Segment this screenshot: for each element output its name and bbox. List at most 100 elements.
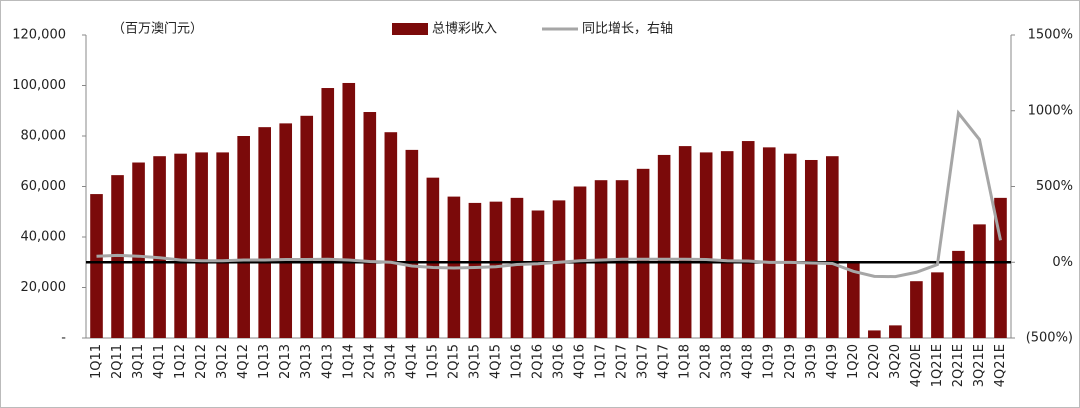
y2-tick-label: (500%) xyxy=(1026,331,1073,346)
bar xyxy=(657,154,671,338)
bar xyxy=(468,202,482,338)
bar xyxy=(90,194,103,338)
x-tick-label: 3Q15 xyxy=(467,344,482,379)
bar xyxy=(489,201,503,338)
bar xyxy=(132,162,145,338)
legend-swatch xyxy=(392,23,428,35)
bar xyxy=(258,127,271,338)
bar xyxy=(531,210,545,338)
y-tick-label: 40,000 xyxy=(21,230,67,245)
x-tick-label: 2Q20 xyxy=(867,344,882,379)
x-tick-label: 3Q18 xyxy=(720,344,735,379)
x-tick-label: 1Q11 xyxy=(89,344,104,379)
line xyxy=(96,109,1002,279)
bar xyxy=(279,123,293,338)
bar xyxy=(889,325,902,338)
y-tick-label: 60,000 xyxy=(21,179,67,194)
bar xyxy=(363,112,377,338)
x-tick-label: 3Q20 xyxy=(888,344,903,379)
bar xyxy=(847,262,860,338)
bar xyxy=(741,141,755,338)
y-tick-label: 120,000 xyxy=(12,28,66,43)
bar xyxy=(384,132,398,338)
x-tick-label: 3Q11 xyxy=(131,344,146,379)
x-tick-label: 4Q11 xyxy=(152,344,167,379)
bar xyxy=(300,115,314,338)
bar xyxy=(678,146,692,338)
y2-tick-label: 1000% xyxy=(1028,103,1073,118)
unit-annotation: （百万澳门元） xyxy=(112,21,203,37)
y-tick-label: - xyxy=(61,331,66,346)
y2-tick-label: 500% xyxy=(1036,179,1073,194)
x-tick-label: 4Q16 xyxy=(573,344,588,379)
x-tick-label: 2Q12 xyxy=(194,344,209,379)
bar xyxy=(342,82,356,338)
x-tick-label: 2Q16 xyxy=(530,344,545,379)
x-tick-label: 2Q19 xyxy=(783,344,798,379)
x-tick-label: 2Q18 xyxy=(699,344,714,379)
x-tick-label: 3Q17 xyxy=(636,344,651,379)
x-tick-label: 1Q19 xyxy=(762,344,777,379)
x-tick-label: 1Q14 xyxy=(341,344,356,379)
bar xyxy=(973,224,986,338)
x-tick-label: 4Q12 xyxy=(236,344,251,379)
bar xyxy=(910,281,923,338)
x-tick-label: 3Q13 xyxy=(299,344,314,379)
x-tick-label: 1Q12 xyxy=(173,344,188,379)
y2-tick-label: 1500% xyxy=(1028,28,1073,43)
bar xyxy=(174,153,187,338)
bar xyxy=(783,153,797,338)
bar xyxy=(510,197,524,338)
x-tick-label: 4Q14 xyxy=(404,344,419,379)
x-tick-label: 3Q16 xyxy=(552,344,567,379)
x-tick-label: 2Q17 xyxy=(615,344,630,379)
bar xyxy=(804,159,818,338)
bar xyxy=(699,152,713,338)
x-tick-label: 3Q14 xyxy=(383,344,398,379)
bar xyxy=(931,272,944,338)
bar xyxy=(720,151,734,338)
y-tick-label: 100,000 xyxy=(12,78,66,93)
x-tick-label: 4Q17 xyxy=(657,344,672,379)
y-tick-label: 20,000 xyxy=(21,280,67,295)
bar xyxy=(153,156,166,338)
bar xyxy=(321,88,335,339)
bar xyxy=(216,152,229,338)
x-tick-label: 2Q14 xyxy=(362,344,377,379)
x-tick-label: 4Q20E xyxy=(909,344,924,387)
x-tick-label: 3Q12 xyxy=(215,344,230,379)
bar xyxy=(237,136,250,338)
bar xyxy=(195,152,208,338)
x-tick-label: 1Q15 xyxy=(425,344,440,379)
y-tick-label: 80,000 xyxy=(21,129,67,144)
x-tick-label: 2Q15 xyxy=(446,344,461,379)
x-tick-label: 1Q16 xyxy=(509,344,524,379)
x-tick-label: 4Q13 xyxy=(320,344,335,379)
x-tick-label: 2Q13 xyxy=(278,344,293,379)
bar xyxy=(636,168,650,338)
bar xyxy=(405,149,419,338)
y2-tick-label: 0% xyxy=(1052,255,1073,270)
x-tick-label: 1Q17 xyxy=(594,344,609,379)
legend-label: 同比增长，右轴 xyxy=(582,22,673,37)
x-tick-label: 1Q20 xyxy=(846,344,861,379)
legend-label: 总博彩收入 xyxy=(432,22,497,37)
bar xyxy=(868,330,881,338)
x-tick-label: 4Q19 xyxy=(825,344,840,379)
bar xyxy=(994,197,1007,338)
x-tick-label: 1Q21E xyxy=(930,344,945,387)
x-tick-label: 1Q13 xyxy=(257,344,272,379)
x-tick-label: 4Q21E xyxy=(993,344,1008,387)
x-tick-label: 3Q21E xyxy=(972,344,987,387)
x-tick-label: 3Q19 xyxy=(804,344,819,379)
x-tick-label: 2Q21E xyxy=(951,344,966,387)
x-tick-label: 2Q11 xyxy=(110,344,125,379)
bar xyxy=(552,200,566,338)
bar xyxy=(762,147,776,338)
bar xyxy=(952,250,965,338)
x-tick-label: 4Q18 xyxy=(741,344,756,379)
x-tick-label: 4Q15 xyxy=(488,344,503,379)
bar xyxy=(426,177,440,338)
bar xyxy=(826,156,839,338)
